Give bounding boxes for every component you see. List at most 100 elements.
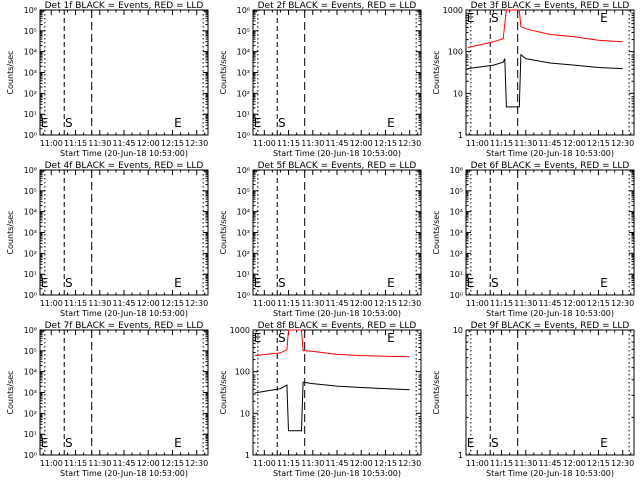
y-tick-label: 10⁶ xyxy=(237,166,250,175)
panel-det-8f: Det 8f BLACK = Events, RED = LLD 1 10 100 10… xyxy=(219,321,422,478)
x-tick-label: 11:30 xyxy=(514,139,537,148)
x-tick-label: 11:15 xyxy=(277,299,300,308)
x-tick-label: 11:45 xyxy=(112,459,135,468)
saa-marker: S xyxy=(491,11,499,25)
x-axis-label: Start Time (20-Jun-18 10:53:00) xyxy=(486,309,614,318)
saa-marker: S xyxy=(65,436,73,450)
panel-title: Det 9f BLACK = Events, RED = LLD xyxy=(471,321,630,331)
x-tick-label: 12:15 xyxy=(587,299,610,308)
x-axis-label: Start Time (20-Jun-18 10:53:00) xyxy=(273,469,401,478)
series-line xyxy=(254,381,410,432)
y-axis-label: Counts/sec xyxy=(6,210,15,254)
y-tick-label: 10³ xyxy=(450,229,463,238)
saa-marker: S xyxy=(65,116,73,130)
x-tick-label: 11:15 xyxy=(64,459,87,468)
y-tick-label: 10⁶ xyxy=(450,166,463,175)
x-tick-label: 11:00 xyxy=(466,299,489,308)
x-tick-label: 11:30 xyxy=(301,459,324,468)
x-tick-label: 11:00 xyxy=(253,139,276,148)
interval-start-marker: E xyxy=(41,116,49,130)
y-tick-label: 10³ xyxy=(237,229,250,238)
y-tick-label: 10¹ xyxy=(450,270,463,279)
y-tick-label: 10⁵ xyxy=(24,27,37,36)
x-tick-label: 11:15 xyxy=(277,459,300,468)
y-tick-label: 10⁴ xyxy=(24,368,37,377)
y-tick-label: 10² xyxy=(24,89,37,98)
x-tick-label: 12:30 xyxy=(611,299,634,308)
y-tick-label: 1 xyxy=(458,451,463,460)
x-tick-label: 11:00 xyxy=(466,139,489,148)
plot-frame xyxy=(465,9,635,136)
y-tick-label: 10¹ xyxy=(237,110,250,119)
x-tick-label: 12:15 xyxy=(587,139,610,148)
interval-start-marker: E xyxy=(41,436,49,450)
x-tick-label: 11:15 xyxy=(64,299,87,308)
x-tick-label: 12:30 xyxy=(398,139,421,148)
x-tick-label: 11:45 xyxy=(325,139,348,148)
x-tick-label: 12:15 xyxy=(587,459,610,468)
x-tick-label: 11:30 xyxy=(301,299,324,308)
x-tick-label: 11:00 xyxy=(253,459,276,468)
x-axis-label: Start Time (20-Jun-18 10:53:00) xyxy=(60,309,188,318)
y-tick-label: 10¹ xyxy=(24,110,37,119)
x-tick-label: 11:00 xyxy=(40,299,63,308)
x-tick-label: 11:15 xyxy=(490,299,513,308)
y-tick-label: 10² xyxy=(237,89,250,98)
x-tick-label: 12:30 xyxy=(185,139,208,148)
interval-end-marker: E xyxy=(387,276,395,290)
y-tick-label: 1000 xyxy=(443,6,463,15)
x-tick-label: 12:15 xyxy=(374,299,397,308)
y-axis-label: Counts/sec xyxy=(432,50,441,94)
interval-end-marker: E xyxy=(174,276,182,290)
x-tick-label: 12:30 xyxy=(185,299,208,308)
panel-title: Det 2f BLACK = Events, RED = LLD xyxy=(258,1,417,11)
y-axis-label: Counts/sec xyxy=(432,210,441,254)
y-tick-label: 10¹ xyxy=(24,430,37,439)
x-axis-label: Start Time (20-Jun-18 10:53:00) xyxy=(60,469,188,478)
interval-end-marker: E xyxy=(174,436,182,450)
x-tick-label: 11:15 xyxy=(490,459,513,468)
y-axis-label: Counts/sec xyxy=(432,370,441,414)
x-tick-label: 12:15 xyxy=(161,139,184,148)
y-tick-label: 10⁴ xyxy=(237,48,250,57)
x-tick-label: 12:00 xyxy=(350,299,373,308)
panel-det-6f: Det 6f BLACK = Events, RED = LLD 10⁰ 10¹ 10… xyxy=(432,161,635,318)
panel-title: Det 8f BLACK = Events, RED = LLD xyxy=(258,321,417,331)
y-tick-label: 10² xyxy=(237,249,250,258)
x-tick-label: 12:30 xyxy=(185,459,208,468)
x-tick-label: 12:00 xyxy=(350,459,373,468)
y-tick-label: 10⁵ xyxy=(24,187,37,196)
y-tick-label: 1000 xyxy=(230,326,250,335)
y-tick-label: 10⁰ xyxy=(237,291,250,300)
series-line xyxy=(254,329,410,358)
x-tick-label: 11:00 xyxy=(40,139,63,148)
x-axis-label: Start Time (20-Jun-18 10:53:00) xyxy=(273,149,401,158)
y-tick-label: 10 xyxy=(453,326,463,335)
panel-det-2f: Det 2f BLACK = Events, RED = LLD 10⁰ 10¹ 10… xyxy=(219,1,422,158)
y-tick-label: 10⁰ xyxy=(24,131,37,140)
x-tick-label: 12:00 xyxy=(137,459,160,468)
panel-det-7f: Det 7f BLACK = Events, RED = LLD 10⁰ 10¹ 10… xyxy=(6,321,209,478)
y-tick-label: 10⁰ xyxy=(24,451,37,460)
x-tick-label: 12:00 xyxy=(563,139,586,148)
y-axis-label: Counts/sec xyxy=(6,370,15,414)
x-tick-label: 11:00 xyxy=(40,459,63,468)
interval-end-marker: E xyxy=(174,116,182,130)
x-tick-label: 11:30 xyxy=(301,139,324,148)
panel-title: Det 4f BLACK = Events, RED = LLD xyxy=(45,161,204,171)
x-tick-label: 11:45 xyxy=(325,299,348,308)
y-tick-label: 10⁴ xyxy=(450,208,463,217)
x-tick-label: 12:15 xyxy=(374,459,397,468)
y-tick-label: 10⁵ xyxy=(237,27,250,36)
y-tick-label: 10⁰ xyxy=(237,131,250,140)
x-tick-label: 12:15 xyxy=(161,299,184,308)
x-tick-label: 12:00 xyxy=(563,459,586,468)
y-tick-label: 10⁵ xyxy=(24,347,37,356)
y-tick-label: 10⁶ xyxy=(24,6,37,15)
x-tick-label: 11:45 xyxy=(538,139,561,148)
x-tick-label: 11:15 xyxy=(64,139,87,148)
x-tick-label: 12:15 xyxy=(161,459,184,468)
y-tick-label: 10³ xyxy=(24,389,37,398)
y-tick-label: 10⁵ xyxy=(237,187,250,196)
y-tick-label: 10 xyxy=(453,89,463,98)
